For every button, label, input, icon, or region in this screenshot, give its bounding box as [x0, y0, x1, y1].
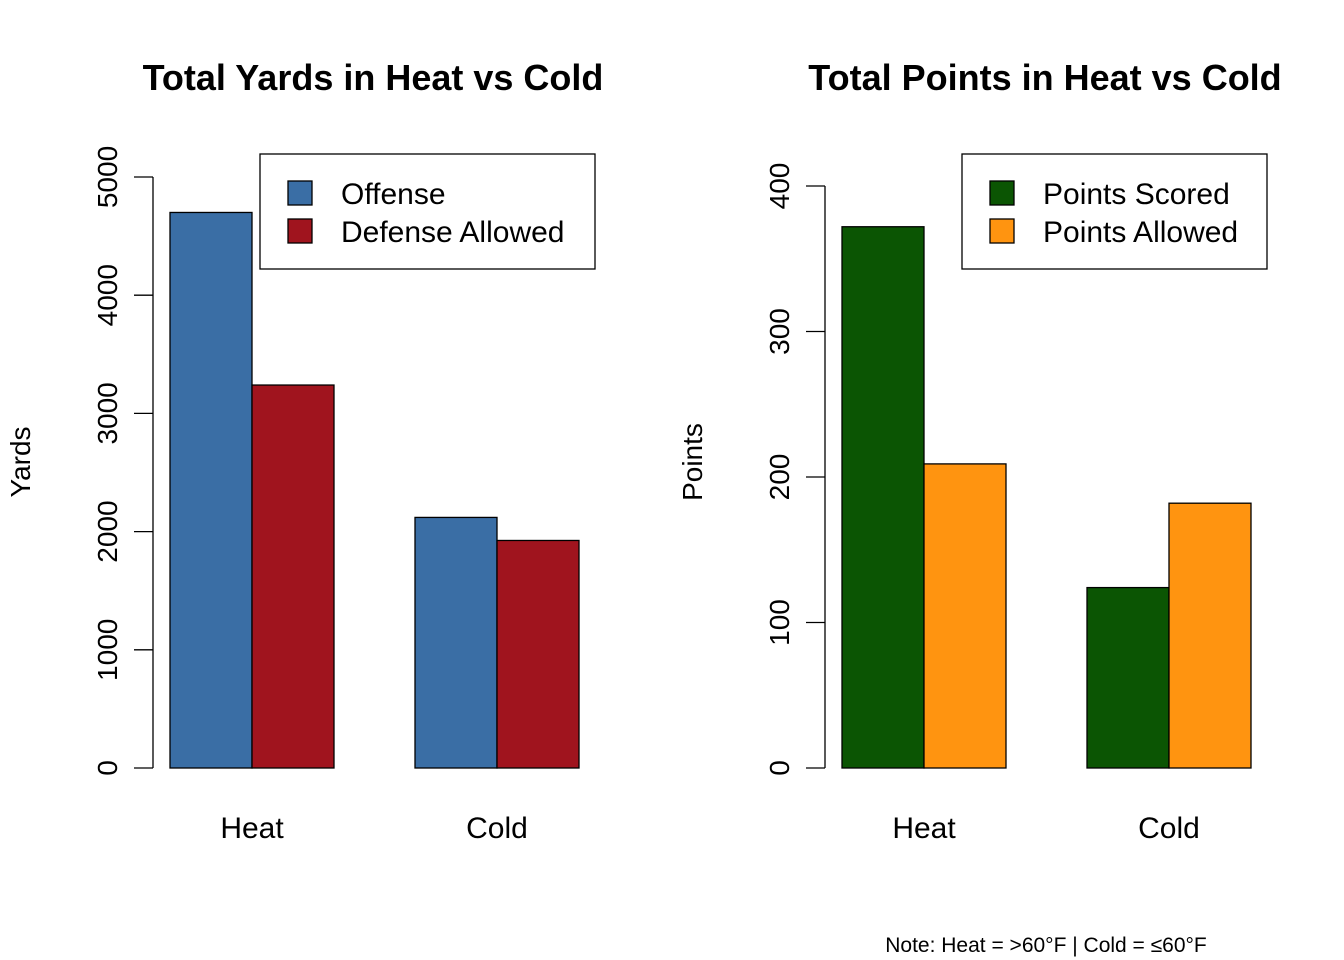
category-label-heat: Heat — [892, 812, 956, 845]
yards-legend-box — [259, 153, 596, 270]
bar-cold-defense-allowed — [496, 539, 580, 769]
bar-heat-points-allowed — [923, 463, 1007, 769]
y-tick-label: 2000 — [92, 500, 123, 562]
legend-swatch-defense-allowed — [287, 218, 313, 244]
legend-swatch-points-allowed — [989, 218, 1015, 244]
y-tick-label: 1000 — [92, 619, 123, 681]
y-tick-label: 4000 — [92, 264, 123, 326]
bar-cold-points-allowed — [1168, 502, 1252, 769]
points-legend: Points Scored Points Allowed — [961, 153, 1268, 270]
legend-label-defense-allowed: Defense Allowed — [341, 216, 564, 249]
category-label-cold: Cold — [466, 812, 528, 845]
points-y-axis-label: Points — [677, 423, 708, 501]
y-tick-label: 0 — [764, 760, 795, 776]
footnote: Note: Heat = >60°F | Cold = ≤60°F — [885, 934, 1207, 957]
points-legend-box — [961, 153, 1268, 270]
yards-chart-panel: Total Yards in Heat vs Cold Yards 0 1000 2… — [5, 57, 603, 845]
bar-heat-points-scored — [841, 226, 925, 769]
points-y-axis: 0 100 200 300 400 — [764, 163, 826, 776]
points-category-labels: Heat Cold — [892, 812, 1200, 845]
y-tick-label: 0 — [92, 760, 123, 776]
yards-chart-title: Total Yards in Heat vs Cold — [143, 57, 604, 98]
points-bars — [841, 226, 1252, 769]
yards-legend: Offense Defense Allowed — [259, 153, 596, 270]
legend-swatch-offense — [287, 180, 313, 206]
y-tick-label: 300 — [764, 308, 795, 355]
yards-y-axis: 0 1000 2000 3000 4000 5000 — [92, 146, 154, 776]
points-chart-panel: Total Points in Heat vs Cold Points 0 100… — [677, 57, 1282, 845]
legend-label-points-scored: Points Scored — [1043, 178, 1230, 211]
y-tick-label: 100 — [764, 599, 795, 646]
legend-swatch-points-scored — [989, 180, 1015, 206]
bar-cold-offense — [414, 516, 498, 769]
bar-heat-offense — [169, 211, 253, 769]
legend-label-points-allowed: Points Allowed — [1043, 216, 1238, 249]
points-chart-title: Total Points in Heat vs Cold — [808, 57, 1281, 98]
y-tick-label: 3000 — [92, 382, 123, 444]
category-label-cold: Cold — [1138, 812, 1200, 845]
y-tick-label: 200 — [764, 454, 795, 501]
bar-heat-defense-allowed — [251, 384, 335, 769]
y-tick-label: 400 — [764, 163, 795, 210]
bar-cold-points-scored — [1086, 586, 1170, 769]
y-tick-label: 5000 — [92, 146, 123, 208]
yards-bars — [169, 211, 580, 769]
category-label-heat: Heat — [220, 812, 284, 845]
yards-y-axis-label: Yards — [5, 426, 36, 497]
yards-category-labels: Heat Cold — [220, 812, 528, 845]
legend-label-offense: Offense — [341, 178, 446, 211]
